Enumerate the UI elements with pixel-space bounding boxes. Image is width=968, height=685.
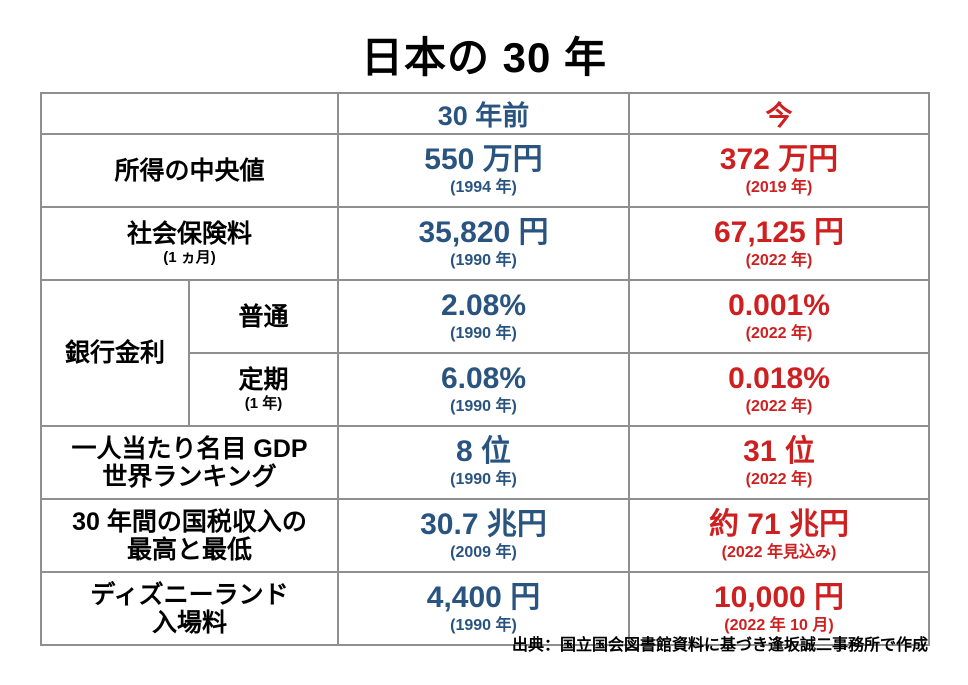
label-text: 銀行金利	[64, 339, 165, 367]
cell-bank-fixed-old: 6.08% (1990 年)	[337, 352, 630, 427]
year-text: (2022 年見込み)	[721, 543, 837, 561]
value-text: 2.08%	[440, 289, 527, 323]
page-title: 日本の 30 年	[360, 34, 608, 81]
row-label-tax-revenue: 30 年間の国税収入の 最高と最低	[40, 498, 339, 573]
label-text: 定期	[238, 366, 289, 394]
row-label-insurance: 社会保険料 (1 ヵ月)	[40, 206, 339, 281]
value-text: 67,125 円	[713, 216, 845, 250]
year-text: (2009 年)	[450, 543, 517, 561]
cell-bank-fixed-now: 0.018% (2022 年)	[628, 352, 930, 427]
cell-gdp-old: 8 位 (1990 年)	[337, 425, 630, 500]
label-text: 社会保険料	[126, 220, 252, 248]
header-label-empty	[40, 92, 339, 135]
row-bank-ordinary: 銀行金利 普通 2.08% (1990 年) 0.001% (2022 年)	[40, 279, 930, 427]
year-text: (2022 年)	[745, 251, 813, 269]
value-text: 31 位	[743, 435, 815, 469]
cell-insurance-now: 67,125 円 (2022 年)	[628, 206, 930, 281]
value-text: 6.08%	[440, 362, 527, 396]
column-header-30-years-ago: 30 年前	[337, 92, 630, 135]
cell-tax-old: 30.7 兆円 (2009 年)	[337, 498, 630, 573]
cell-insurance-old: 35,820 円 (1990 年)	[337, 206, 630, 281]
year-text: (2022 年 10 月)	[724, 616, 834, 634]
value-text: 35,820 円	[418, 216, 549, 250]
year-text: (2022 年)	[745, 324, 813, 342]
year-text: (2022 年)	[745, 470, 813, 488]
value-text: 8 位	[455, 435, 512, 469]
label-text: 一人当たり名目 GDP 世界ランキング	[71, 434, 308, 491]
cell-gdp-now: 31 位 (2022 年)	[628, 425, 930, 500]
cell-bank-ordinary-old: 2.08% (1990 年)	[337, 279, 630, 354]
year-text: (1990 年)	[450, 616, 517, 634]
year-text: (1990 年)	[450, 397, 517, 415]
row-label-bank-ordinary: 普通	[188, 279, 339, 354]
source-attribution: 出典：国立国会図書館資料に基づき逢坂誠二事務所で作成	[511, 637, 928, 654]
row-tax-revenue: 30 年間の国税収入の 最高と最低 30.7 兆円 (2009 年) 約 71 …	[40, 498, 930, 573]
cell-disneyland-now: 10,000 円 (2022 年 10 月)	[628, 571, 930, 646]
header-row: 30 年前 今	[40, 92, 930, 135]
value-text: 10,000 円	[713, 581, 845, 615]
cell-disneyland-old: 4,400 円 (1990 年)	[337, 571, 630, 646]
row-income: 所得の中央値 550 万円 (1994 年) 372 万円 (2019 年)	[40, 133, 930, 208]
row-insurance: 社会保険料 (1 ヵ月) 35,820 円 (1990 年) 67,125 円 …	[40, 206, 930, 281]
label-text: 普通	[238, 302, 289, 331]
label-text: 30 年間の国税収入の 最高と最低	[72, 507, 307, 564]
row-group-bank-interest: 銀行金利	[40, 279, 190, 427]
row-label-disneyland: ディズニーランド 入場料	[40, 571, 339, 646]
label-text: 所得の中央値	[114, 156, 265, 185]
year-text: (1990 年)	[450, 470, 517, 488]
row-bank-fixed: 定期 (1 年) 6.08% (1990 年) 0.018% (2022 年)	[41, 352, 930, 427]
year-text: (1994 年)	[450, 178, 517, 196]
row-label-income: 所得の中央値	[40, 133, 339, 208]
row-gdp-ranking: 一人当たり名目 GDP 世界ランキング 8 位 (1990 年) 31 位 (2…	[40, 425, 930, 500]
label-text: ディズニーランド 入場料	[90, 580, 289, 637]
value-text: 550 万円	[424, 143, 543, 177]
year-text: (2019 年)	[745, 178, 813, 196]
year-text: (2022 年)	[745, 397, 813, 415]
year-text: (1990 年)	[450, 251, 517, 269]
cell-tax-now: 約 71 兆円 (2022 年見込み)	[628, 498, 930, 573]
sublabel-text: (1 年)	[244, 395, 283, 412]
row-label-gdp-ranking: 一人当たり名目 GDP 世界ランキング	[40, 425, 339, 500]
value-text: 約 71 兆円	[708, 508, 850, 542]
cell-bank-ordinary-now: 0.001% (2022 年)	[628, 279, 930, 354]
cell-income-now: 372 万円 (2019 年)	[628, 133, 930, 208]
year-text: (1990 年)	[450, 324, 517, 342]
value-text: 30.7 兆円	[420, 508, 547, 542]
value-text: 372 万円	[719, 143, 839, 177]
comparison-table: 30 年前 今 所得の中央値 550 万円 (1994 年) 372 万円 (2…	[40, 92, 930, 646]
value-text: 0.018%	[728, 362, 830, 396]
sublabel-text: (1 ヵ月)	[163, 249, 216, 266]
row-disneyland: ディズニーランド 入場料 4,400 円 (1990 年) 10,000 円 (…	[40, 571, 930, 646]
value-text: 4,400 円	[426, 581, 541, 615]
cell-income-old: 550 万円 (1994 年)	[337, 133, 630, 208]
value-text: 0.001%	[728, 289, 830, 323]
column-header-now: 今	[628, 92, 930, 135]
row-label-bank-fixed: 定期 (1 年)	[188, 352, 339, 427]
